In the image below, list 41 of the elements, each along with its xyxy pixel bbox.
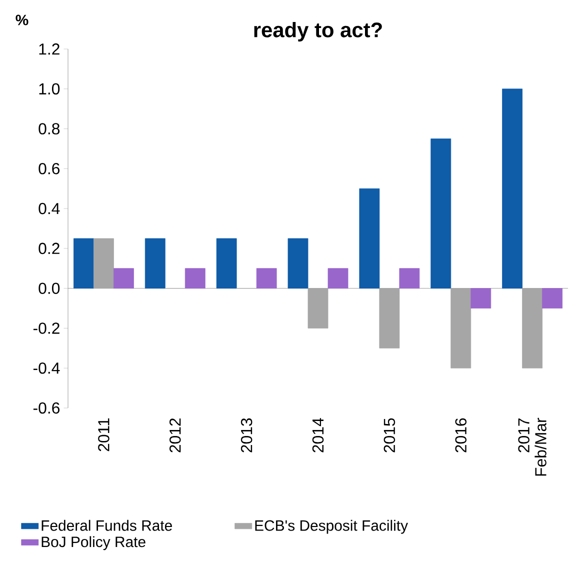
bar — [502, 88, 522, 289]
bar — [542, 288, 562, 308]
y-tick-label: 1.2 — [39, 43, 60, 55]
bar — [74, 238, 94, 289]
bar — [379, 288, 400, 348]
y-tick-label: 0.2 — [38, 242, 60, 254]
bar — [256, 268, 277, 289]
bar — [114, 268, 134, 289]
x-tick-label: 2015 — [384, 418, 396, 452]
y-tick-label: -0.6 — [33, 402, 60, 414]
x-tick-label: 2016 — [455, 418, 466, 452]
bar — [216, 238, 237, 289]
y-tick-label: 1.0 — [39, 83, 60, 95]
x-tick-label: 2012 — [170, 418, 181, 452]
y-tick-label: 0.8 — [38, 123, 60, 134]
bar — [399, 268, 420, 289]
y-tick-label: -0.4 — [33, 362, 60, 374]
bar — [184, 268, 206, 289]
x-tick-label: 2014 — [312, 418, 324, 452]
bar — [359, 188, 380, 289]
bar — [288, 238, 308, 289]
bar — [144, 238, 166, 289]
chart-title: ready to act? — [254, 22, 382, 42]
bar — [450, 288, 472, 368]
bar — [522, 288, 542, 368]
legend-label: BoJ Policy Rate — [42, 536, 146, 550]
y-axis-title: % — [16, 14, 28, 26]
bar — [308, 288, 328, 328]
bar — [430, 138, 452, 289]
x-tick-label: 2013 — [240, 418, 252, 452]
x-tick-label: 2011 — [98, 418, 110, 452]
y-tick-label: 0.4 — [38, 202, 60, 214]
y-tick-label: 0.0 — [38, 282, 60, 294]
y-tick-label: -0.2 — [33, 322, 60, 334]
legend-label: Federal Funds Rate — [42, 520, 172, 531]
bar — [328, 268, 348, 289]
bar — [94, 238, 114, 289]
bar — [470, 288, 492, 308]
y-tick-label: 0.6 — [38, 163, 60, 174]
x-tick-label: 2017 Feb/Mar — [518, 418, 546, 476]
legend-label: ECB's Desposit Facility — [255, 520, 408, 534]
